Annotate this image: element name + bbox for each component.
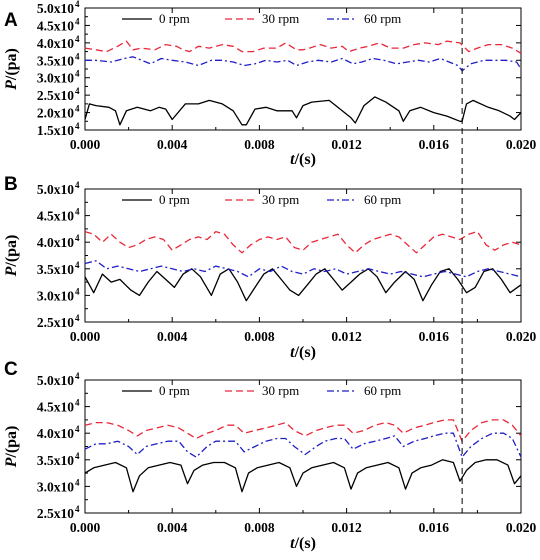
x-axis-title: t/(s): [290, 535, 316, 552]
panel-b: B2.5x10 43.0x10 43.5x10 44.0x10 44.5x10 45.0x…: [3, 174, 536, 361]
y-tick-label: 5.0x10: [37, 373, 74, 388]
y-tick-label: 3.5x10: [37, 262, 74, 277]
y-tick-label: 3.0x10: [37, 288, 74, 303]
y-tick-exponent: 4: [75, 260, 80, 270]
y-tick-label: 4.5x10: [37, 209, 74, 224]
x-tick-label: 0.012: [331, 520, 362, 535]
y-tick-label: 3.0x10: [37, 71, 74, 86]
series-line-0-rpm: [84, 268, 522, 302]
series-line-0-rpm: [84, 459, 522, 493]
x-tick-label: 0.012: [331, 329, 362, 344]
legend-label: 0 rpm: [159, 383, 190, 398]
y-tick-label: 3.5x10: [37, 453, 74, 468]
x-tick-label: 0.020: [506, 520, 537, 535]
y-tick-label: 3.0x10: [37, 479, 74, 494]
y-tick-exponent: 4: [75, 34, 80, 44]
y-tick-label: 3.5x10: [37, 53, 74, 68]
y-tick-exponent: 4: [75, 51, 80, 61]
y-axis-title: P/(pa): [3, 426, 20, 469]
y-tick-label: 4.0x10: [37, 235, 74, 250]
x-tick-label: 0.000: [70, 520, 101, 535]
y-tick-exponent: 4: [75, 424, 80, 434]
x-tick-label: 0.020: [506, 137, 537, 152]
series-line-0-rpm: [84, 96, 522, 126]
x-tick-label: 0.000: [70, 329, 101, 344]
y-tick-exponent: 4: [75, 477, 80, 487]
y-tick-label: 2.5x10: [37, 506, 74, 521]
y-tick-label: 5.0x10: [37, 1, 74, 16]
x-axis-title: t/(s): [290, 151, 316, 168]
legend-label: 30 rpm: [262, 11, 299, 26]
legend-label: 60 rpm: [364, 192, 401, 207]
panel-a: A1.5x10 42.0x10 42.5x10 43.0x10 43.5x10 44.0x…: [3, 0, 536, 168]
x-tick-label: 0.008: [244, 520, 275, 535]
y-tick-label: 2.5x10: [37, 88, 74, 103]
legend-label: 0 rpm: [159, 192, 190, 207]
series-line-60-rpm: [84, 432, 522, 458]
y-tick-label: 4.5x10: [37, 400, 74, 415]
x-tick-label: 0.008: [244, 137, 275, 152]
x-tick-label: 0.004: [157, 329, 188, 344]
y-axis-title: P/(pa): [3, 235, 20, 278]
y-tick-exponent: 4: [75, 504, 80, 514]
y-tick-label: 4.5x10: [37, 18, 74, 33]
legend-label: 30 rpm: [262, 192, 299, 207]
y-tick-label: 4.0x10: [37, 426, 74, 441]
x-tick-label: 0.016: [419, 520, 450, 535]
y-tick-exponent: 4: [75, 16, 80, 26]
x-tick-label: 0.016: [419, 329, 450, 344]
x-tick-label: 0.020: [506, 329, 537, 344]
panel-c: C2.5x10 43.0x10 43.5x10 44.0x10 44.5x10 45.0x…: [3, 359, 536, 552]
plot-frame: [84, 379, 522, 514]
y-tick-exponent: 4: [75, 0, 80, 9]
series-line-60-rpm: [84, 260, 522, 278]
y-tick-exponent: 4: [75, 313, 80, 323]
y-tick-exponent: 4: [75, 286, 80, 296]
y-tick-exponent: 4: [75, 86, 80, 96]
series-line-30-rpm: [84, 230, 522, 254]
legend-label: 60 rpm: [364, 11, 401, 26]
y-tick-exponent: 4: [75, 233, 80, 243]
y-tick-exponent: 4: [75, 69, 80, 79]
y-axis-title: P/(pa): [3, 48, 20, 91]
y-tick-exponent: 4: [75, 207, 80, 217]
y-tick-exponent: 4: [75, 180, 80, 190]
y-tick-label: 5.0x10: [37, 182, 74, 197]
legend-label: 60 rpm: [364, 383, 401, 398]
x-axis-title: t/(s): [290, 344, 316, 361]
legend-label: 30 rpm: [262, 383, 299, 398]
y-tick-exponent: 4: [75, 371, 80, 381]
y-tick-label: 2.5x10: [37, 315, 74, 330]
y-tick-label: 4.0x10: [37, 36, 74, 51]
series-line-30-rpm: [84, 40, 522, 54]
x-tick-label: 0.004: [157, 520, 188, 535]
panel-letter: B: [4, 174, 18, 195]
series-line-30-rpm: [84, 419, 522, 442]
y-tick-label: 2.0x10: [37, 106, 74, 121]
plot-frame: [84, 7, 522, 131]
x-tick-label: 0.000: [70, 137, 101, 152]
x-tick-label: 0.004: [157, 137, 188, 152]
legend-label: 0 rpm: [159, 11, 190, 26]
y-tick-exponent: 4: [75, 398, 80, 408]
plot-frame: [84, 188, 522, 323]
y-tick-exponent: 4: [75, 104, 80, 114]
series-line-60-rpm: [85, 56, 522, 72]
y-tick-exponent: 4: [75, 121, 80, 131]
x-tick-label: 0.016: [419, 137, 450, 152]
panel-letter: C: [4, 359, 18, 380]
panel-letter: A: [4, 10, 18, 31]
y-tick-exponent: 4: [75, 451, 80, 461]
x-tick-label: 0.008: [244, 329, 275, 344]
x-tick-label: 0.012: [331, 137, 362, 152]
y-tick-label: 1.5x10: [37, 123, 74, 138]
